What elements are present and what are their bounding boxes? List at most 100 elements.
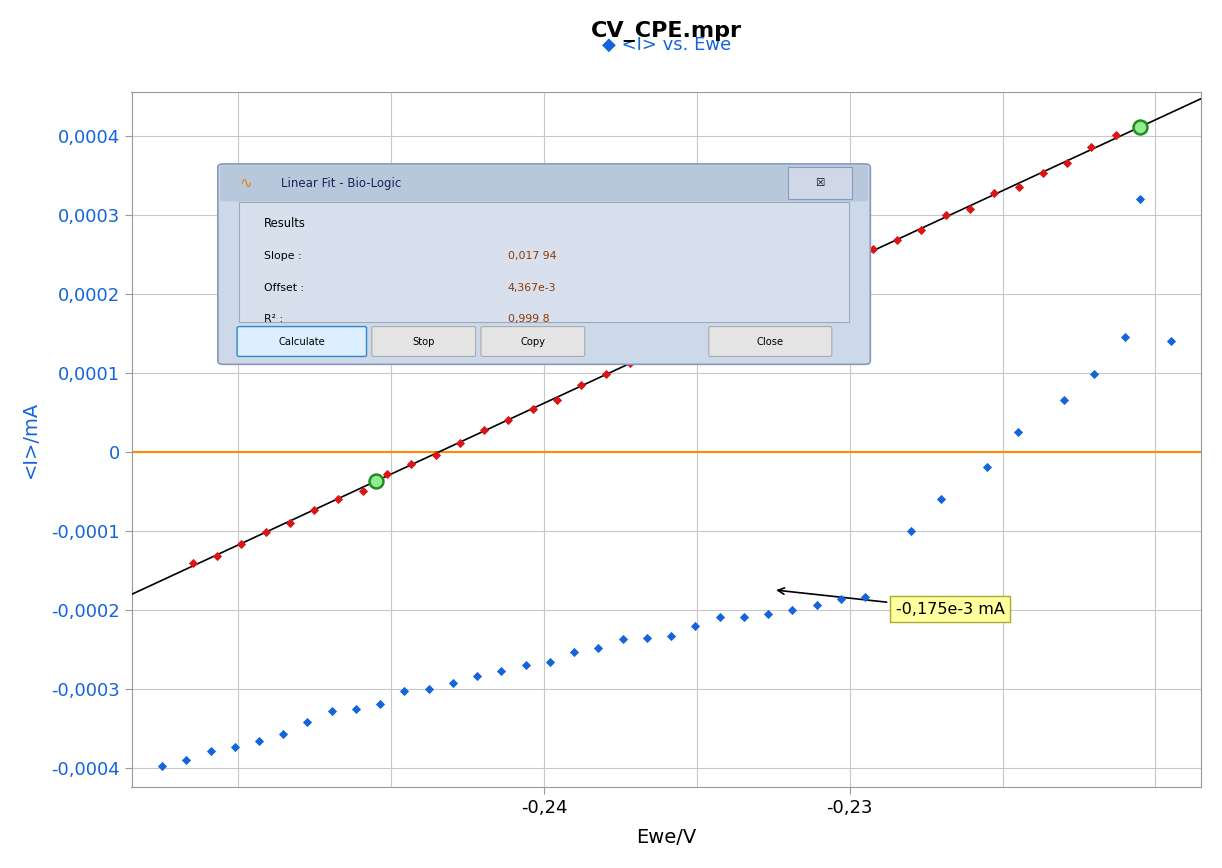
- Text: R² :: R² :: [264, 313, 282, 324]
- Point: [887, 233, 907, 247]
- Point: [378, 467, 397, 481]
- FancyBboxPatch shape: [237, 326, 367, 357]
- Point: [766, 289, 786, 303]
- Point: [901, 523, 920, 537]
- Point: [717, 312, 737, 326]
- Point: [855, 589, 875, 603]
- Text: Close: Close: [756, 337, 783, 346]
- Point: [367, 474, 386, 488]
- FancyBboxPatch shape: [218, 164, 870, 365]
- Point: [499, 413, 518, 427]
- Point: [176, 753, 196, 767]
- Point: [370, 697, 390, 711]
- Point: [1130, 120, 1150, 134]
- Point: [572, 378, 591, 391]
- Point: [1008, 425, 1028, 439]
- Point: [1161, 334, 1180, 348]
- Text: Offset :: Offset :: [264, 283, 304, 293]
- Text: Slope :: Slope :: [264, 252, 302, 261]
- Point: [1130, 192, 1150, 206]
- Point: [931, 492, 951, 506]
- Point: [1114, 330, 1134, 344]
- Point: [863, 242, 882, 256]
- Point: [225, 740, 244, 753]
- Point: [419, 682, 439, 696]
- FancyBboxPatch shape: [481, 326, 585, 357]
- Point: [1009, 181, 1029, 194]
- Point: [255, 524, 275, 538]
- Point: [523, 402, 543, 416]
- FancyBboxPatch shape: [220, 165, 868, 201]
- Point: [838, 260, 858, 273]
- Text: ∿: ∿: [240, 176, 252, 191]
- Point: [329, 491, 348, 505]
- Point: [565, 645, 584, 659]
- Point: [208, 549, 227, 562]
- Text: Copy: Copy: [521, 337, 545, 346]
- Point: [298, 715, 318, 729]
- Point: [346, 701, 365, 715]
- Point: [540, 655, 560, 669]
- Point: [425, 448, 445, 462]
- Point: [280, 516, 299, 529]
- Text: 0,017 94: 0,017 94: [507, 252, 556, 261]
- Point: [912, 223, 931, 237]
- Point: [693, 322, 712, 336]
- Point: [814, 267, 833, 281]
- Point: [1081, 140, 1101, 154]
- Point: [759, 607, 778, 621]
- Point: [589, 641, 609, 654]
- X-axis label: Ewe/V: Ewe/V: [637, 828, 697, 847]
- Point: [304, 503, 324, 516]
- Point: [596, 367, 616, 381]
- Text: 4,367e-3: 4,367e-3: [507, 283, 556, 293]
- Text: ☒: ☒: [815, 178, 825, 188]
- Point: [467, 669, 486, 683]
- Y-axis label: <I>/mA: <I>/mA: [21, 401, 40, 478]
- Point: [1106, 128, 1125, 141]
- Text: Linear Fit - Bio-Logic: Linear Fit - Bio-Logic: [281, 177, 401, 190]
- Point: [183, 556, 203, 569]
- Point: [1053, 393, 1073, 407]
- Point: [710, 610, 730, 624]
- FancyBboxPatch shape: [371, 326, 475, 357]
- Point: [200, 744, 220, 758]
- Text: -0,175e-3 mA: -0,175e-3 mA: [778, 588, 1004, 616]
- Point: [395, 685, 414, 699]
- Text: Stop: Stop: [413, 337, 435, 346]
- Point: [612, 632, 632, 646]
- Point: [782, 603, 802, 617]
- Point: [402, 457, 422, 470]
- Point: [249, 734, 269, 748]
- Point: [978, 461, 997, 475]
- Point: [1033, 167, 1052, 181]
- Point: [831, 592, 851, 606]
- Point: [547, 393, 567, 407]
- Point: [742, 296, 761, 310]
- Point: [985, 187, 1004, 201]
- Point: [474, 423, 494, 437]
- Point: [661, 629, 681, 643]
- Point: [1057, 156, 1077, 170]
- Point: [1084, 367, 1103, 381]
- Point: [686, 620, 705, 634]
- Text: Results: Results: [264, 217, 306, 230]
- Text: ◆ <I> vs. Ewe: ◆ <I> vs. Ewe: [601, 36, 731, 54]
- Point: [668, 331, 688, 345]
- Title: CV_CPE.mpr: CV_CPE.mpr: [590, 21, 742, 42]
- Point: [807, 598, 826, 612]
- Text: 0,999 8: 0,999 8: [507, 313, 549, 324]
- Point: [734, 610, 754, 624]
- Point: [444, 676, 463, 690]
- Point: [231, 536, 251, 550]
- Point: [516, 659, 535, 673]
- Point: [153, 759, 172, 773]
- Point: [491, 664, 511, 678]
- Point: [321, 704, 341, 718]
- Text: Calculate: Calculate: [279, 337, 325, 346]
- Text: 0,170e-3 mA: 0,170e-3 mA: [651, 239, 791, 320]
- Point: [353, 483, 373, 497]
- Point: [936, 208, 956, 222]
- Point: [637, 630, 656, 644]
- Point: [450, 436, 469, 450]
